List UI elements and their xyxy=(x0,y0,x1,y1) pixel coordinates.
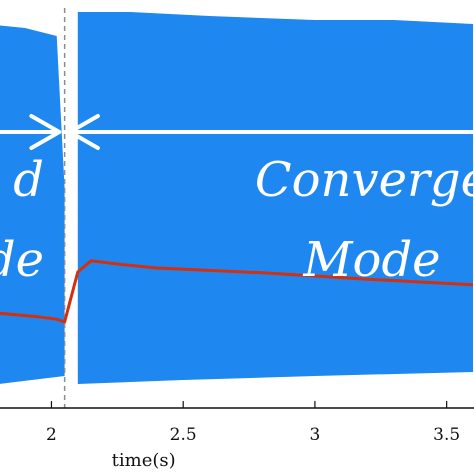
region-label-2-line-1: Converge xyxy=(255,152,474,208)
mode-arrow-head-2 xyxy=(67,114,100,150)
arrow-layer xyxy=(0,114,473,150)
region-label-1-line-2: de xyxy=(0,232,44,288)
oscillation-envelope-1 xyxy=(0,25,65,384)
series-layer xyxy=(0,259,474,324)
x-tick-label: 3 xyxy=(310,425,321,445)
x-tick-label: 3.5 xyxy=(433,425,460,445)
region-label-1-line-1: d xyxy=(13,152,44,208)
region-label-2-line-2: Mode xyxy=(302,232,440,288)
series-line-1 xyxy=(0,259,474,324)
x-axis: 1.522.533.5 xyxy=(0,401,474,445)
mode-arrow-head-1 xyxy=(29,114,62,150)
x-tick-label: 2.5 xyxy=(170,425,197,445)
envelope-layer xyxy=(0,12,474,384)
x-tick-label: 2 xyxy=(46,425,57,445)
mode-label-layer: d de Converge Mode xyxy=(0,152,474,288)
x-axis-label: time(s) xyxy=(112,450,176,471)
oscillation-envelope-2 xyxy=(77,12,474,384)
